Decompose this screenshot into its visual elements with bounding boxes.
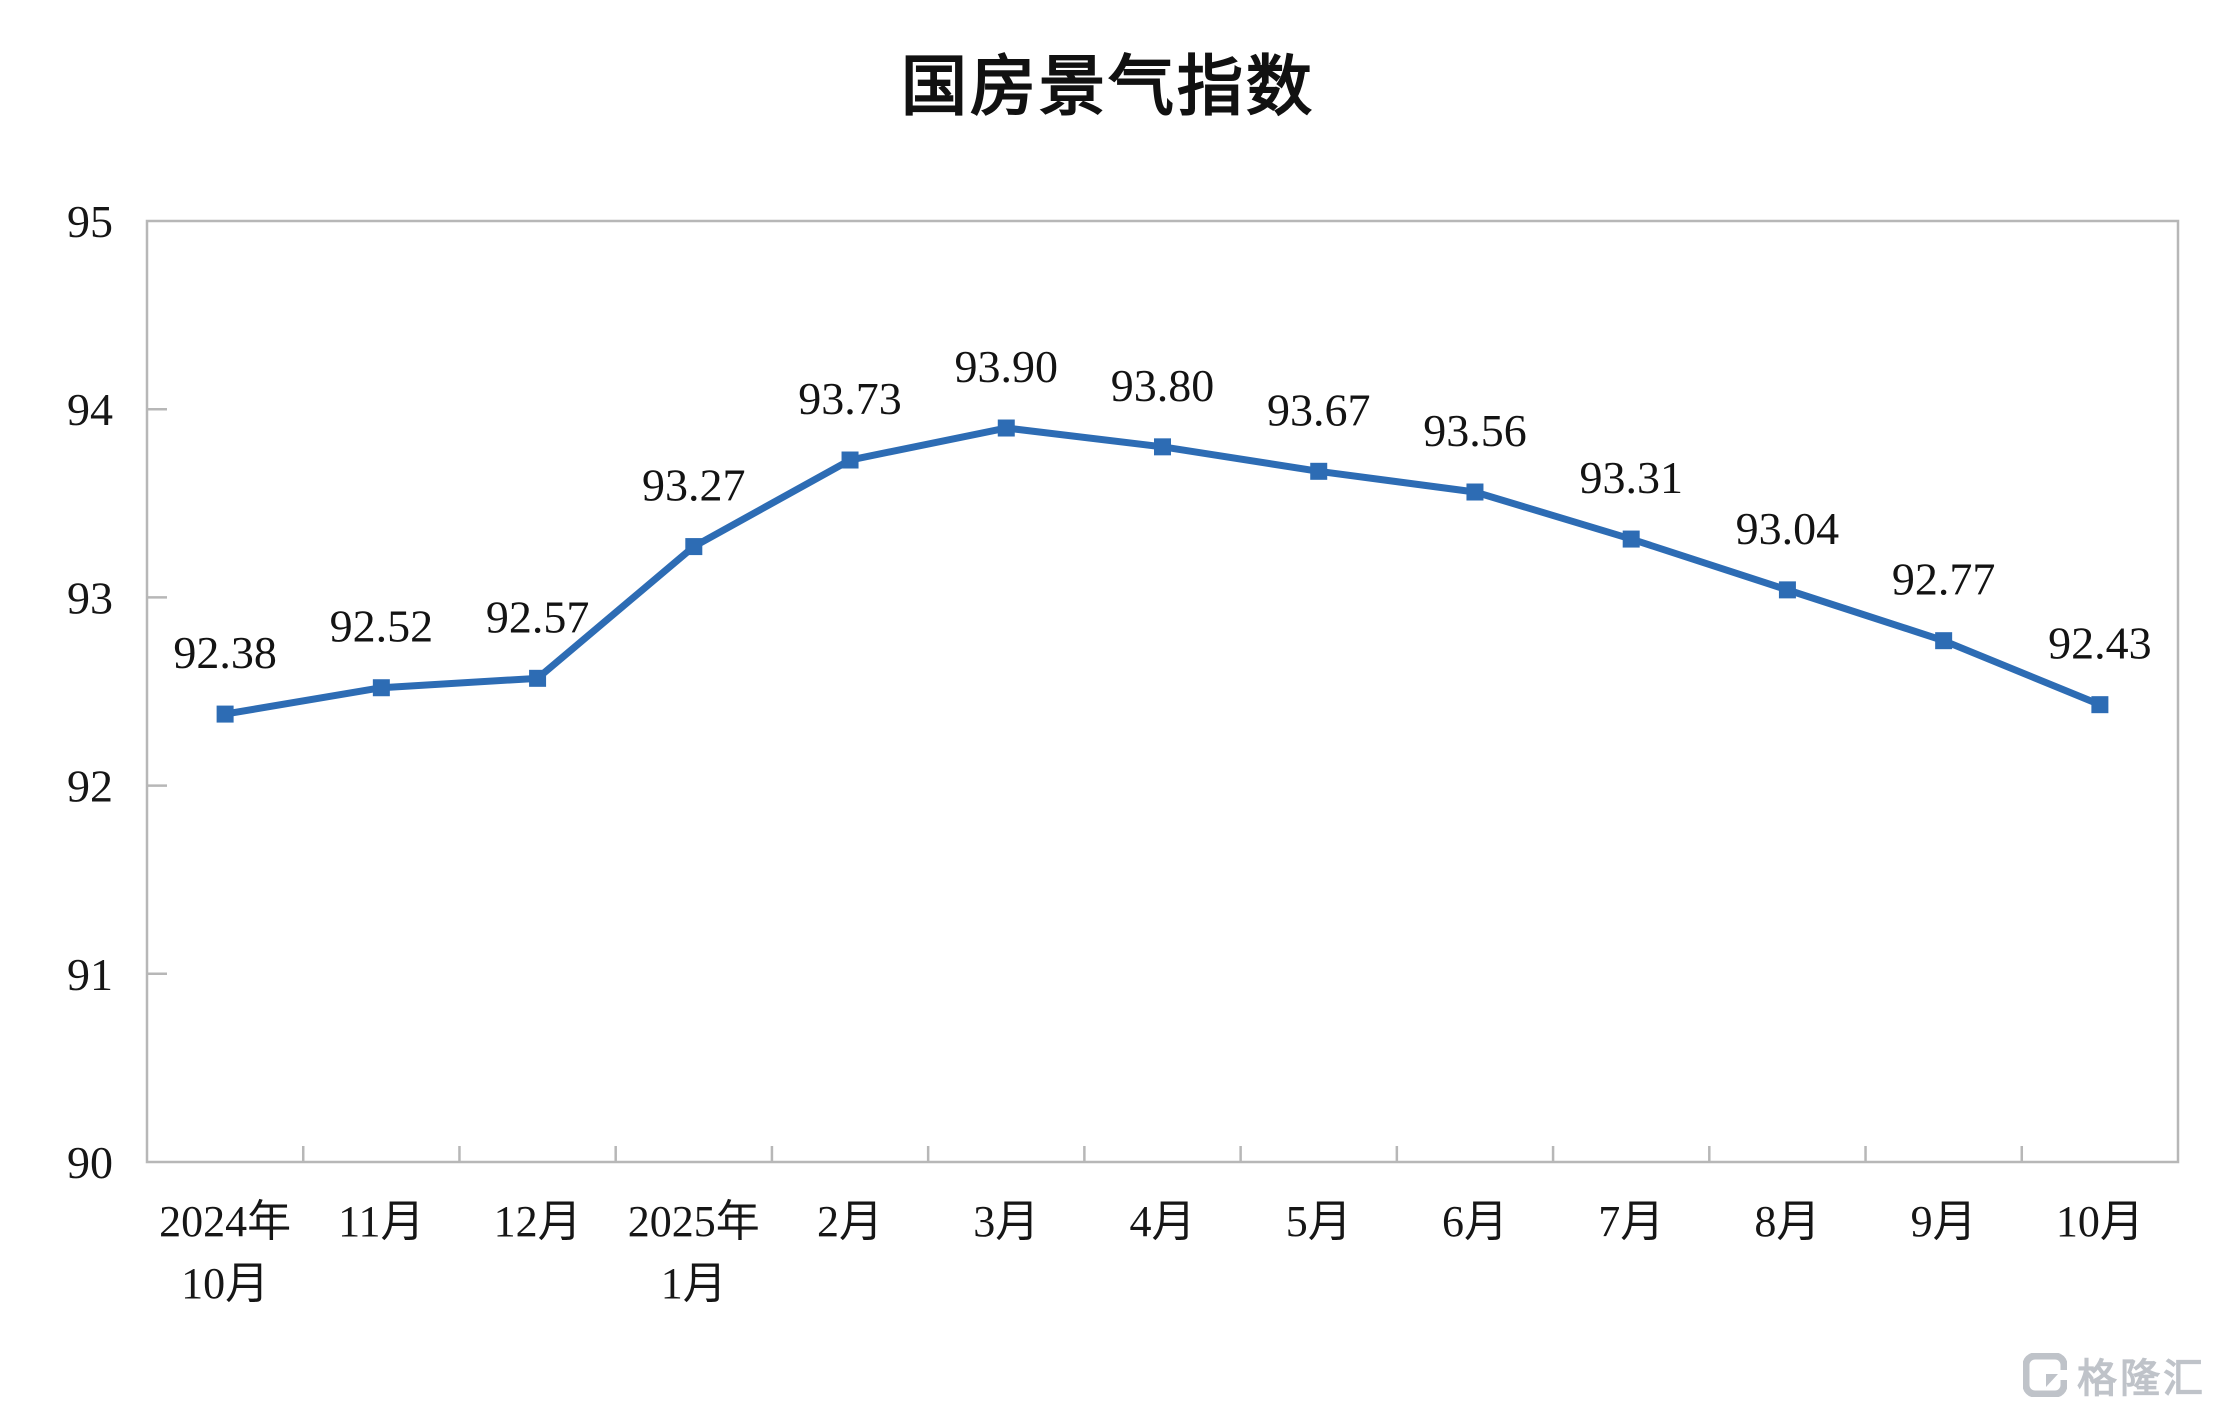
x-axis-label: 10月 [2056,1197,2144,1246]
data-point-marker [216,705,234,723]
x-axis-label: 6月 [1442,1197,1508,1246]
x-axis-label: 8月 [1754,1197,1820,1246]
x-axis-label: 11月 [338,1197,424,1246]
plot-border [145,219,2180,1164]
gelonghui-logo-icon [2023,1353,2067,1397]
x-axis-label: 2月 [817,1197,883,1246]
x-axis-label: 12月 [494,1197,582,1246]
data-point-marker [997,419,1015,437]
data-point-label: 92.52 [330,601,434,652]
data-point-label: 93.67 [1267,384,1371,435]
x-axis-label: 9月 [1911,1197,1977,1246]
data-point-marker [2091,696,2109,714]
data-line [221,424,2104,718]
data-point-marker [372,679,390,697]
data-point-label: 92.43 [2048,618,2152,669]
data-point-label: 92.38 [173,627,277,678]
data-point-label: 92.77 [1892,554,1996,605]
watermark-text: 格隆汇 [2077,1357,2206,1401]
data-point-marker [1622,530,1640,548]
data-point-marker [1935,632,1953,650]
x-axis-label: 2024年 [159,1197,291,1246]
data-point-marker [841,451,859,469]
data-point-marker [529,669,547,687]
y-axis-label: 92 [67,761,113,812]
data-point-label: 93.56 [1423,405,1527,456]
data-point-label: 93.31 [1579,452,1683,503]
y-axis-label: 91 [67,949,113,1000]
data-point-label: 93.80 [1111,360,1215,411]
data-point-label: 93.73 [798,373,902,424]
x-axis-label: 2025年 [628,1197,760,1246]
x-axis-label: 10月 [181,1259,269,1308]
x-axis-label: 1月 [661,1259,727,1308]
data-point-marker [1466,483,1484,501]
y-axis-label: 95 [67,196,113,247]
x-axis-label: 5月 [1286,1197,1352,1246]
data-point-marker [685,538,703,556]
x-axis-label: 3月 [973,1197,1039,1246]
data-point-marker [1310,462,1328,480]
data-point-label: 93.27 [642,460,746,511]
data-point-marker [1778,581,1796,599]
y-axis-label: 90 [67,1137,113,1188]
data-point-label: 92.57 [486,591,590,642]
x-axis-label: 4月 [1130,1197,1196,1246]
x-axis-label: 7月 [1598,1197,1664,1246]
y-axis-label: 94 [67,384,113,435]
data-point-label: 93.04 [1736,503,1840,554]
chart-title: 国房景气指数 [901,49,1315,123]
data-point-label: 93.90 [955,341,1059,392]
watermark: 格隆汇 [2023,1346,2206,1404]
y-axis-label: 93 [67,572,113,623]
data-point-marker [1154,438,1171,456]
